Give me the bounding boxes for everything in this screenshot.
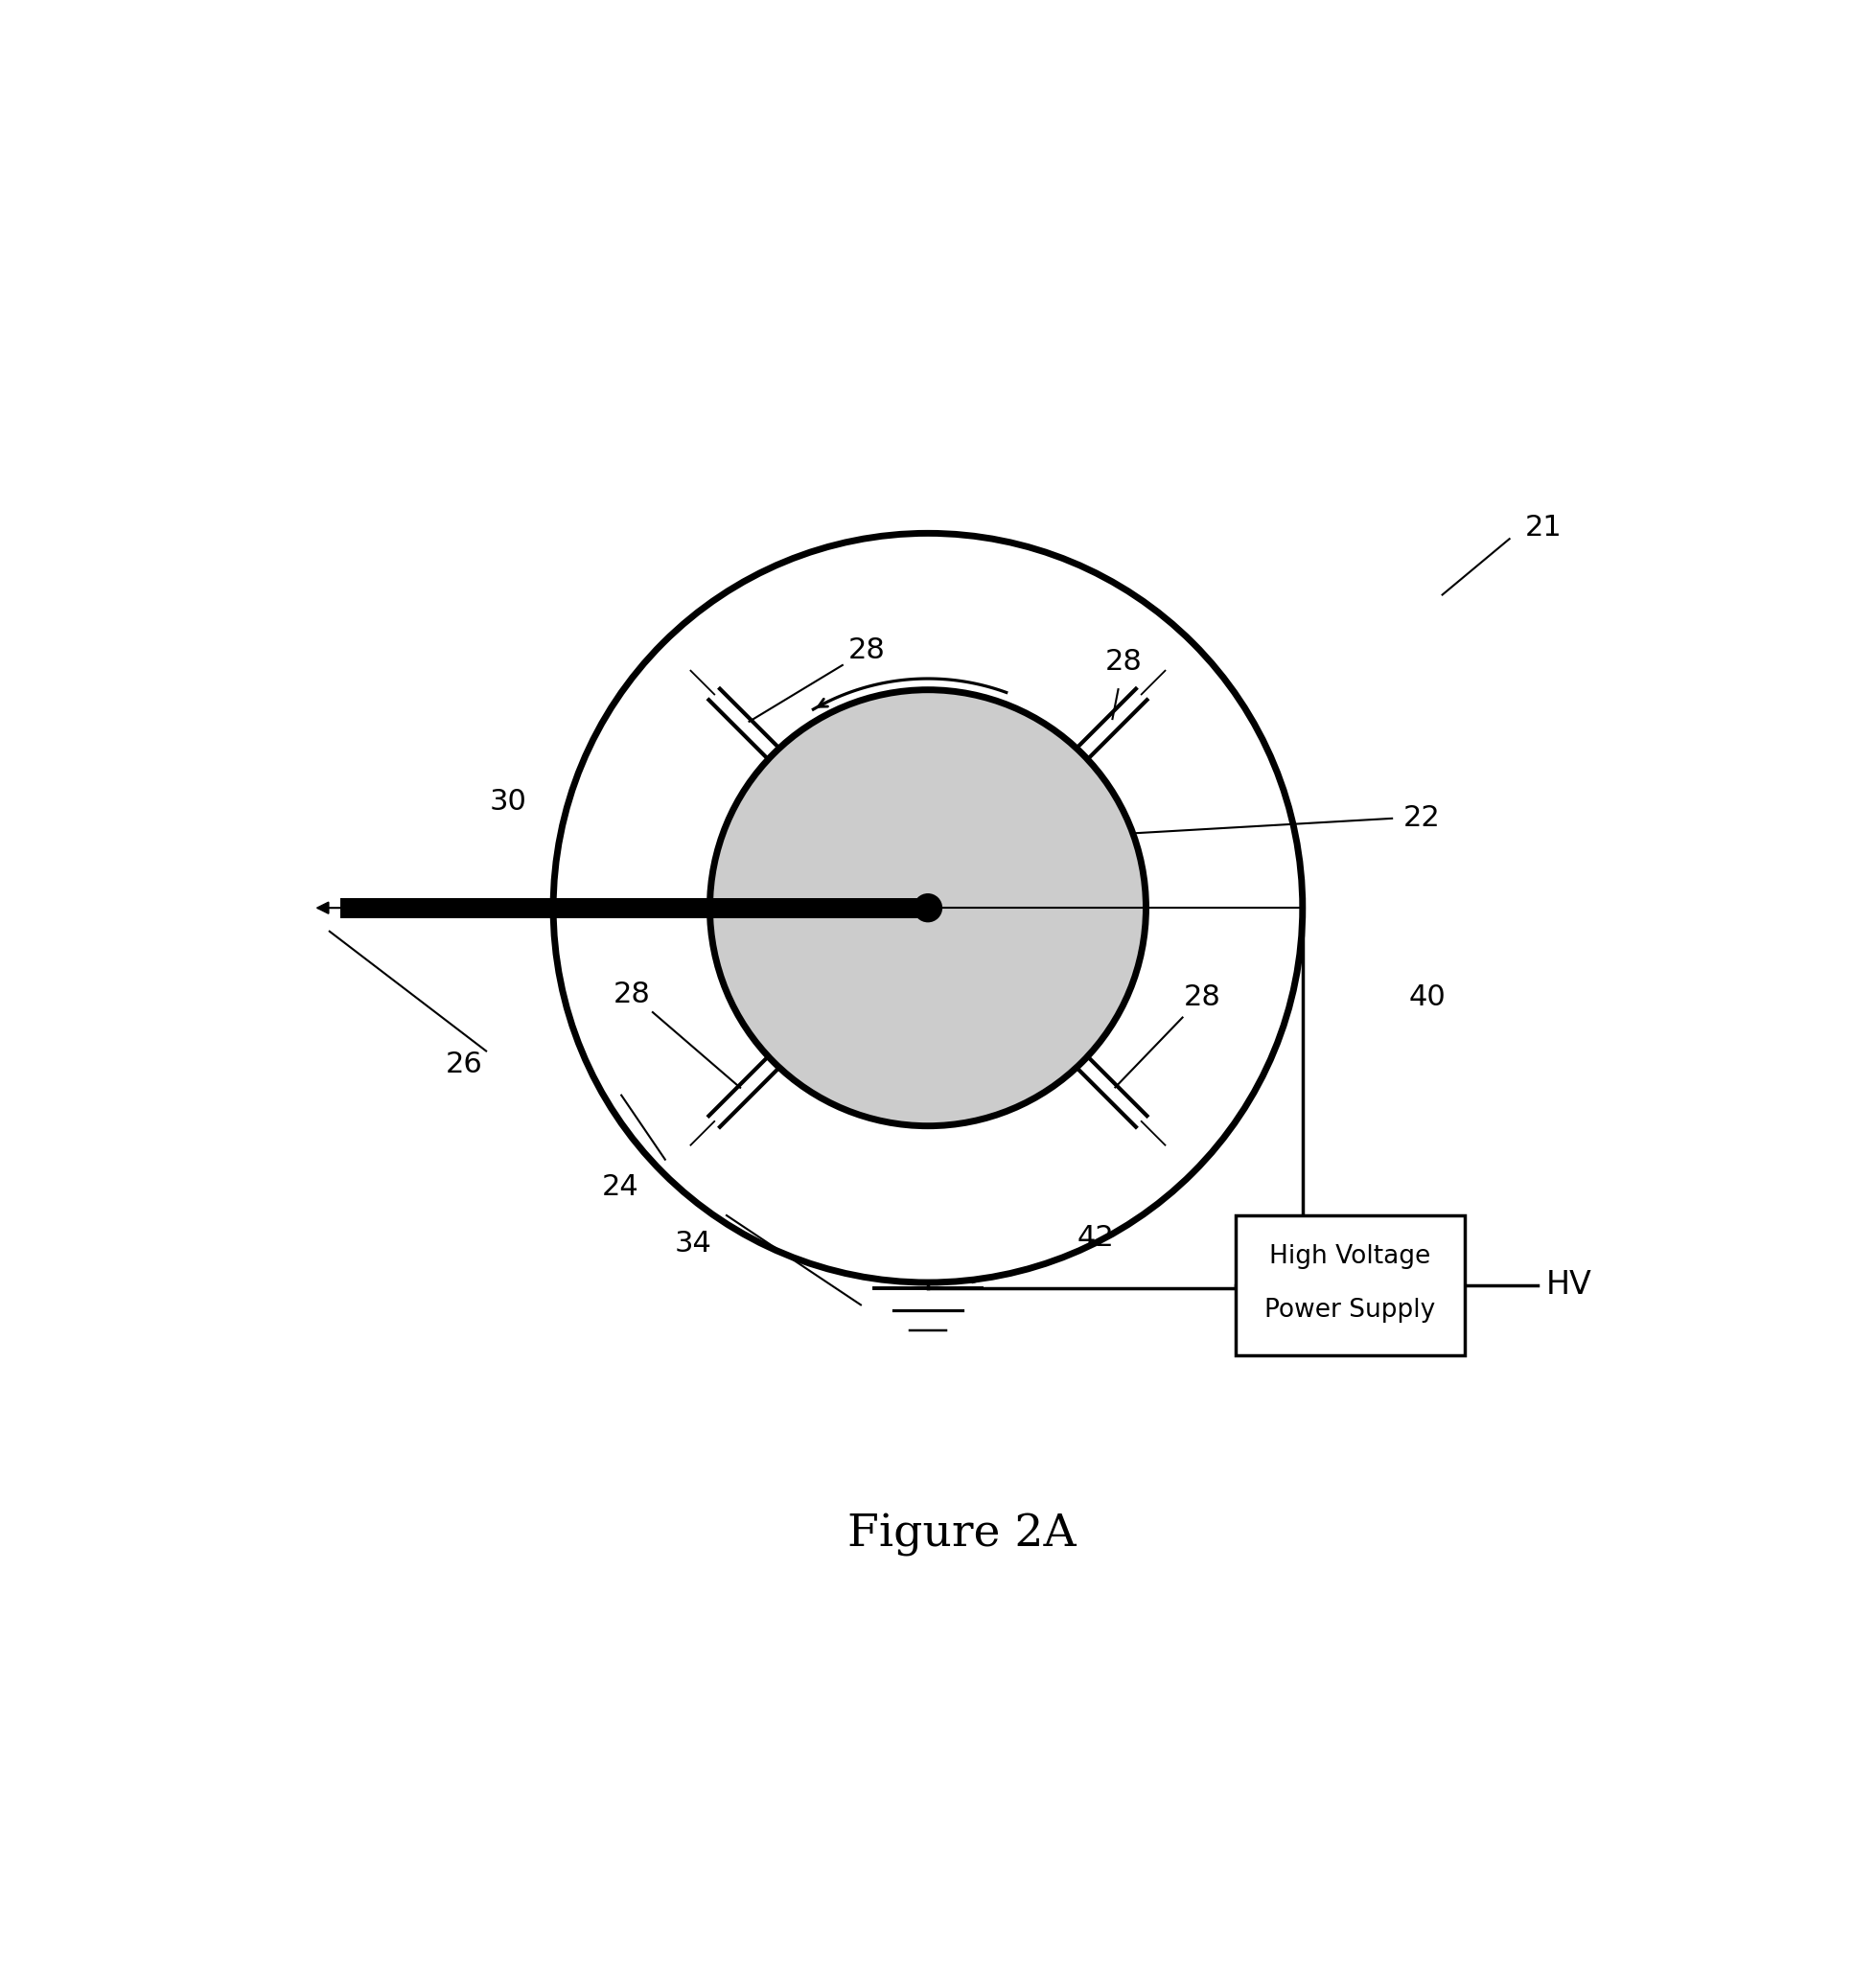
Text: 22: 22 <box>1403 804 1441 832</box>
Text: Power Supply: Power Supply <box>1264 1297 1435 1323</box>
Bar <box>341 898 929 918</box>
Text: 34: 34 <box>673 1229 711 1257</box>
Text: 28: 28 <box>1184 983 1221 1011</box>
Text: $\vec{E}$: $\vec{E}$ <box>1017 981 1043 1025</box>
Text: 28: 28 <box>613 979 651 1007</box>
Text: 32: 32 <box>803 1017 840 1045</box>
Text: 24: 24 <box>602 1174 640 1202</box>
Bar <box>1236 1215 1465 1354</box>
Circle shape <box>553 534 1302 1283</box>
Circle shape <box>709 689 1146 1126</box>
Text: 28: 28 <box>1105 647 1142 675</box>
Circle shape <box>914 894 942 922</box>
Text: 26: 26 <box>445 1051 482 1078</box>
Text: 21: 21 <box>1525 514 1561 542</box>
Text: 40: 40 <box>1409 983 1446 1011</box>
Text: 28: 28 <box>848 638 885 665</box>
Text: 42: 42 <box>1077 1223 1114 1251</box>
Text: Figure 2A: Figure 2A <box>848 1513 1075 1557</box>
Text: 30: 30 <box>490 788 527 816</box>
Text: HV: HV <box>1546 1269 1593 1301</box>
Text: High Voltage: High Voltage <box>1270 1243 1431 1269</box>
